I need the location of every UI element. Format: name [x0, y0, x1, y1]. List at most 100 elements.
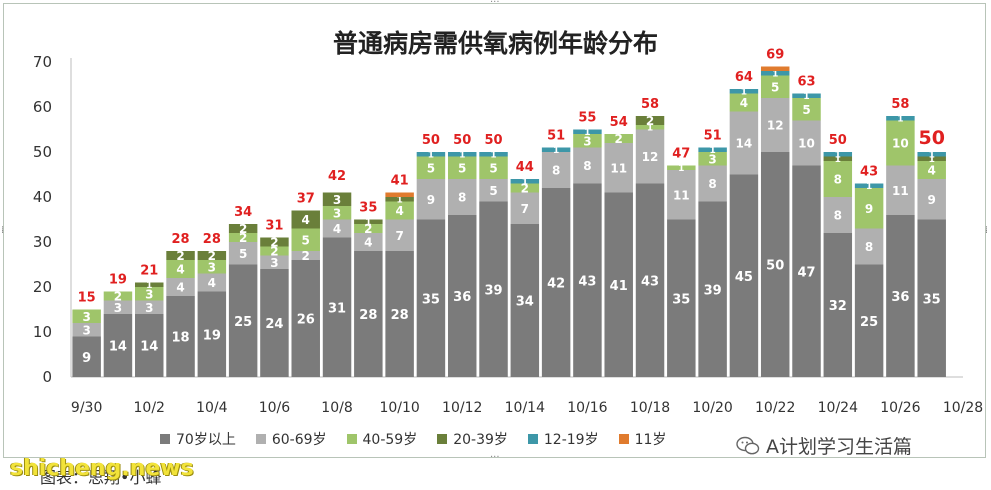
segment-data-label: 32: [829, 299, 847, 314]
segment-data-label: 28: [391, 308, 409, 323]
bar-segment: [447, 179, 477, 215]
resize-handle-left[interactable]: ⁞: [1, 225, 5, 236]
segment-data-label: 25: [234, 315, 252, 330]
bar-segment: [760, 98, 790, 152]
x-tick-label: 10/28: [943, 400, 983, 416]
segment-data-label: 43: [578, 274, 596, 289]
segment-data-label: 2: [239, 222, 247, 236]
segment-data-label: 2: [239, 231, 247, 245]
segment-data-label: 5: [771, 80, 779, 94]
bar-segment: [354, 219, 383, 224]
bar-segment: [385, 192, 414, 197]
bar-segment: [635, 116, 665, 125]
segment-data-label: 14: [140, 340, 158, 355]
segment-data-label: 39: [704, 283, 722, 298]
segment-data-label: 35: [422, 292, 440, 307]
segment-data-label: 2: [270, 236, 278, 250]
segment-data-label: 5: [458, 161, 466, 175]
watermark-site: shicheng.news: [10, 456, 194, 481]
bar-segment: [541, 147, 571, 152]
bar-segment: [854, 264, 884, 377]
segment-data-label: 14: [109, 340, 127, 355]
segment-data-label: 2: [302, 249, 310, 263]
resize-handle-right[interactable]: ⁞: [984, 225, 988, 236]
segment-data-label: 4: [333, 222, 341, 236]
segment-data-label: 4: [395, 204, 403, 218]
bar-segment: [447, 215, 477, 377]
segment-data-label: 8: [834, 173, 842, 187]
bar-segment: [854, 228, 884, 265]
bar-segment: [197, 260, 227, 274]
legend-label: 40-59岁: [362, 432, 418, 448]
segment-data-label: 4: [176, 281, 184, 295]
total-data-label: 28: [171, 232, 189, 247]
segment-data-label: 1: [866, 182, 872, 192]
bar-segment: [823, 233, 853, 377]
resize-handle-top[interactable]: ···: [490, 0, 500, 8]
segment-data-label: 12: [767, 119, 784, 133]
segment-data-label: 3: [333, 193, 341, 207]
segment-data-label: 1: [709, 146, 715, 156]
y-tick-label: 60: [33, 98, 52, 116]
bar-segment: [886, 215, 915, 377]
segment-data-label: 1: [459, 151, 465, 161]
bar-segment: [385, 197, 414, 202]
legend-swatch: [437, 434, 448, 444]
x-tick-label: 10/8: [321, 400, 352, 416]
segment-data-label: 18: [171, 331, 189, 346]
total-data-label: 43: [860, 165, 878, 180]
bar-segment: [197, 291, 227, 377]
bar-segment: [792, 93, 821, 98]
segment-data-label: 5: [489, 161, 497, 175]
legend-label: 11岁: [634, 432, 667, 448]
x-tick-label: 10/2: [134, 400, 165, 416]
bar-segment: [416, 179, 446, 220]
segment-data-label: 8: [458, 191, 466, 205]
x-tick-label: 10/18: [630, 400, 670, 416]
bar-segment: [823, 156, 853, 161]
bar-segment: [792, 98, 821, 121]
bar-segment: [354, 224, 383, 233]
bar-segment: [760, 71, 790, 76]
bar-segment: [416, 219, 446, 377]
bar-segment: [103, 300, 133, 314]
bar-segment: [823, 161, 853, 197]
segment-data-label: 1: [678, 164, 684, 174]
resize-handle-bottom[interactable]: ···: [490, 452, 500, 463]
bar-segment: [635, 125, 665, 130]
segment-data-label: 31: [328, 301, 346, 316]
total-data-label: 50: [484, 133, 502, 148]
legend-item: 11岁: [618, 429, 667, 449]
segment-data-label: 8: [834, 209, 842, 223]
segment-data-label: 1: [835, 155, 841, 165]
segment-data-label: 3: [333, 206, 341, 220]
bar-segment: [135, 287, 164, 301]
bar-segment: [228, 224, 258, 233]
bar-segment: [760, 75, 790, 98]
bar-segment: [166, 260, 195, 278]
segment-data-label: 1: [490, 151, 496, 161]
x-tick-label: 10/6: [259, 400, 291, 416]
segment-data-label: 1: [741, 88, 747, 98]
segment-data-label: 1: [396, 196, 402, 206]
y-tick-label: 50: [33, 143, 52, 161]
total-data-label: 19: [109, 273, 127, 288]
bar-segment: [260, 269, 289, 377]
legend-item: 60-69岁: [255, 429, 327, 449]
segment-data-label: 2: [270, 245, 278, 259]
legend-swatch: [255, 434, 266, 444]
bar-segment: [291, 251, 320, 260]
legend-label: 60-69岁: [271, 432, 327, 448]
bar-segment: [197, 251, 227, 260]
x-tick-label: 9/30: [71, 400, 102, 416]
bar-segment: [886, 116, 915, 121]
segment-data-label: 9: [82, 351, 91, 366]
total-data-label: 34: [234, 205, 252, 220]
bar-segment: [479, 152, 508, 157]
bar-segment: [72, 309, 101, 323]
segment-data-label: 9: [865, 202, 873, 216]
bar-segment: [667, 165, 696, 170]
bar-segment: [447, 156, 477, 179]
segment-data-label: 4: [740, 96, 748, 110]
